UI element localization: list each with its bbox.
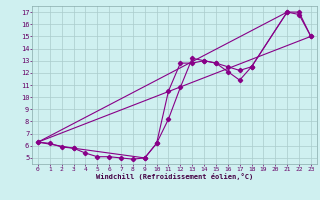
X-axis label: Windchill (Refroidissement éolien,°C): Windchill (Refroidissement éolien,°C) — [96, 173, 253, 180]
